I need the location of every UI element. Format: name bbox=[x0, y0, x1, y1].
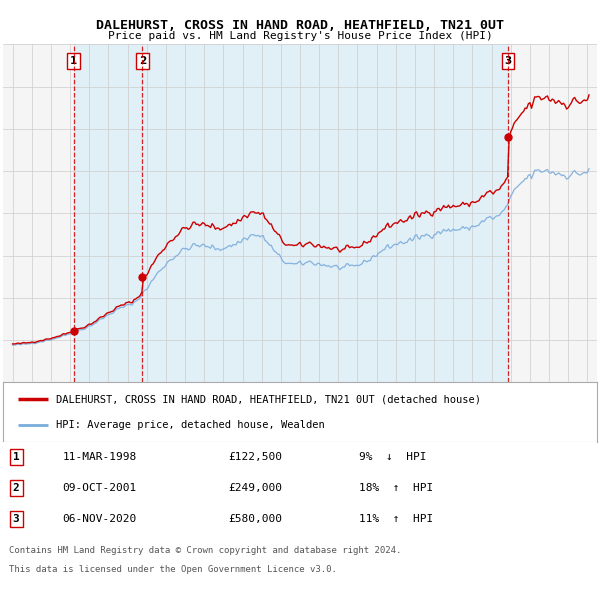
Text: DALEHURST, CROSS IN HAND ROAD, HEATHFIELD, TN21 0UT: DALEHURST, CROSS IN HAND ROAD, HEATHFIEL… bbox=[96, 19, 504, 32]
Text: 3: 3 bbox=[504, 56, 512, 66]
Bar bbox=[74, 44, 142, 382]
Text: 2: 2 bbox=[13, 483, 19, 493]
Text: 11-MAR-1998: 11-MAR-1998 bbox=[62, 452, 137, 462]
Text: £580,000: £580,000 bbox=[229, 514, 283, 524]
Text: 11%  ↑  HPI: 11% ↑ HPI bbox=[359, 514, 434, 524]
Bar bbox=[142, 44, 508, 382]
Text: £249,000: £249,000 bbox=[229, 483, 283, 493]
Text: Contains HM Land Registry data © Crown copyright and database right 2024.: Contains HM Land Registry data © Crown c… bbox=[9, 546, 401, 555]
Text: 1: 1 bbox=[70, 56, 77, 66]
Text: 3: 3 bbox=[13, 514, 19, 524]
Text: 1: 1 bbox=[13, 452, 19, 462]
Text: £122,500: £122,500 bbox=[229, 452, 283, 462]
Text: DALEHURST, CROSS IN HAND ROAD, HEATHFIELD, TN21 0UT (detached house): DALEHURST, CROSS IN HAND ROAD, HEATHFIEL… bbox=[56, 394, 481, 404]
Text: Price paid vs. HM Land Registry's House Price Index (HPI): Price paid vs. HM Land Registry's House … bbox=[107, 31, 493, 41]
Text: 06-NOV-2020: 06-NOV-2020 bbox=[62, 514, 137, 524]
Text: 18%  ↑  HPI: 18% ↑ HPI bbox=[359, 483, 434, 493]
Text: 2: 2 bbox=[139, 56, 146, 66]
Text: This data is licensed under the Open Government Licence v3.0.: This data is licensed under the Open Gov… bbox=[9, 565, 337, 573]
Text: 09-OCT-2001: 09-OCT-2001 bbox=[62, 483, 137, 493]
Text: HPI: Average price, detached house, Wealden: HPI: Average price, detached house, Weal… bbox=[56, 420, 325, 430]
Text: 9%  ↓  HPI: 9% ↓ HPI bbox=[359, 452, 427, 462]
